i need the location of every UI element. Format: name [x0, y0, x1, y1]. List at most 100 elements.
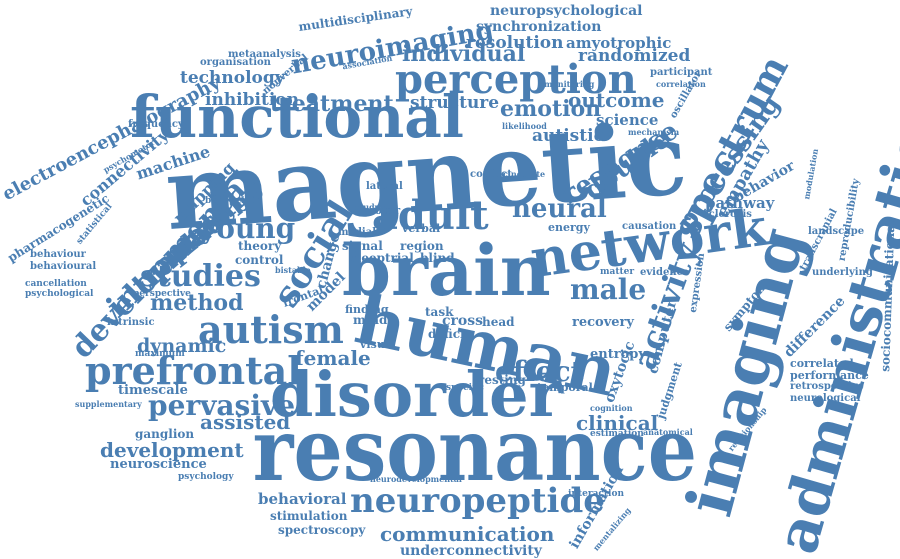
word: outcome: [568, 88, 665, 112]
word: cross: [442, 313, 484, 329]
word: cancellation: [25, 279, 87, 289]
word: sociocommunicational: [878, 220, 898, 372]
word: inhibition: [205, 90, 299, 110]
word: male: [570, 273, 647, 306]
word: modulation: [801, 147, 821, 201]
word: neuroscience: [110, 457, 207, 472]
word: blind: [420, 251, 455, 265]
word: anatomical: [643, 427, 693, 437]
word: behavioral: [258, 490, 347, 508]
word: structure: [410, 93, 500, 113]
word: autism: [198, 307, 344, 352]
word: causation: [622, 221, 677, 232]
word: mechanism: [628, 127, 680, 137]
word: multidisciplinary: [297, 4, 414, 34]
word: timescale: [118, 383, 188, 398]
word: control: [235, 253, 284, 267]
word: brain: [342, 229, 551, 312]
word: deficit: [428, 327, 471, 341]
word: amyotrophic: [566, 34, 672, 52]
word: female: [295, 346, 371, 370]
word: mind: [353, 313, 388, 327]
word: recovery: [572, 315, 634, 330]
word: finding: [345, 303, 389, 316]
word: medial: [338, 227, 377, 238]
word: correlated: [790, 357, 854, 370]
word: participant: [650, 67, 713, 78]
word: retrospective: [790, 381, 864, 392]
word: stimulation: [270, 509, 348, 523]
word: ganglion: [135, 427, 195, 441]
word: temporal: [537, 381, 593, 394]
word: neurological: [790, 393, 861, 404]
word: neurodevelopmental: [370, 474, 462, 484]
word: communication: [380, 522, 555, 546]
word: development: [100, 438, 244, 462]
word: underconnectivity: [400, 543, 542, 559]
word: specific: [446, 383, 485, 393]
word: study: [355, 202, 380, 212]
word: lateral: [366, 181, 403, 192]
word: dynamic: [137, 335, 227, 357]
word: psychology: [178, 472, 234, 482]
word: treatment: [270, 91, 394, 117]
word: randomized: [578, 46, 691, 66]
word: region: [400, 239, 444, 253]
word: sclerosis: [703, 209, 752, 220]
word: entropy: [590, 347, 646, 362]
word: neuropeptide: [350, 481, 605, 521]
word: theory: [238, 239, 282, 253]
word: neural: [512, 194, 607, 224]
word: pathway: [705, 194, 775, 212]
word: method: [150, 290, 244, 316]
word: evidence: [640, 267, 690, 278]
word: maximum: [135, 349, 185, 359]
word: young: [200, 212, 296, 245]
word: individual: [402, 41, 526, 67]
word: functional: [130, 83, 464, 151]
word: clinical: [576, 411, 659, 435]
word: frequency: [128, 119, 184, 130]
word: performance: [790, 369, 869, 382]
word: assisted: [200, 410, 291, 434]
word: estimation: [590, 429, 644, 439]
word: effect: [495, 355, 584, 388]
word: correlation: [656, 79, 706, 89]
word: cingulate: [503, 169, 546, 179]
word: behavioural: [30, 261, 97, 272]
word: likelihood: [502, 121, 547, 131]
word: conflict: [470, 169, 512, 180]
word: neuropsychological: [490, 3, 643, 19]
word: visual: [360, 338, 397, 351]
word: prefrontal: [85, 348, 302, 393]
word: motor: [363, 204, 401, 217]
word: matter: [600, 267, 635, 277]
word: organisation: [200, 57, 271, 68]
word: autistic: [532, 126, 604, 146]
word: adult: [372, 192, 489, 239]
word: underlying: [812, 267, 873, 278]
word: perception: [395, 56, 637, 103]
word: metaanalysis: [228, 49, 301, 60]
word: task: [425, 305, 454, 319]
word: psychological: [25, 289, 94, 299]
word: resting: [478, 373, 526, 387]
word: cognition: [590, 403, 633, 413]
word: supplementary: [75, 399, 142, 409]
word: energy: [548, 221, 590, 234]
word: sleep: [350, 251, 385, 265]
word: emotion: [500, 96, 602, 122]
word: technology: [180, 68, 285, 88]
word: perspective: [133, 289, 191, 299]
word: synchronization: [476, 19, 602, 35]
word: disorder: [270, 358, 562, 431]
word: resolution: [466, 33, 564, 53]
word: signal: [342, 239, 383, 253]
word: head: [482, 315, 515, 329]
word: resonance: [252, 400, 697, 501]
word: spectroscopy: [278, 523, 366, 537]
word: behaviour: [30, 249, 86, 260]
word: bistable: [275, 265, 311, 275]
word: verbal: [402, 222, 441, 235]
